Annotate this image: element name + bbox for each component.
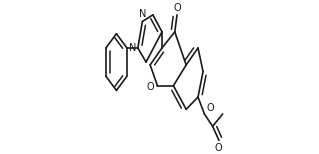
Text: N: N (139, 9, 146, 19)
Text: O: O (147, 82, 154, 92)
Text: N: N (129, 43, 137, 53)
Text: O: O (207, 103, 214, 113)
Text: O: O (174, 3, 182, 13)
Text: O: O (214, 143, 222, 153)
